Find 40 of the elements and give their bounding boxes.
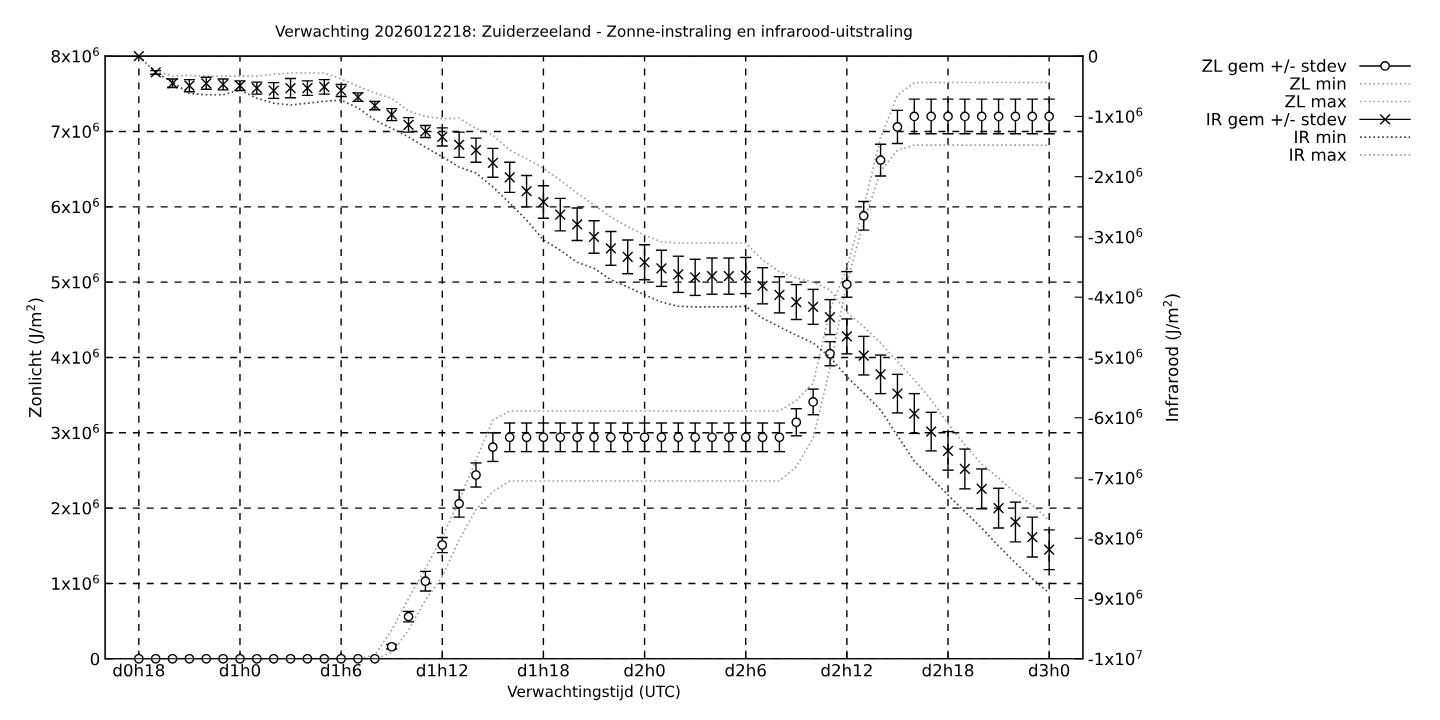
y-tick-label: 1x10$^{6}$ — [52, 574, 99, 590]
y-tick-label: 0 — [90, 652, 100, 666]
legend-label: IR min — [1295, 130, 1346, 143]
y-tick-label: 6x10$^{6}$ — [51, 197, 99, 214]
legend-label: IR max — [1290, 148, 1347, 161]
x-tick-label: d2h18 — [922, 663, 974, 677]
x-tick-label: d1h18 — [517, 663, 569, 677]
y-axis-title: Zonlicht (J/m$^{2}$) — [26, 298, 45, 418]
y-tick-label: 7x10$^{6}$ — [51, 122, 99, 138]
y-tick-label: 3x10$^{6}$ — [51, 423, 99, 440]
y2-axis-title: Infrarood (J/m$^{2}$) — [1163, 294, 1182, 421]
legend-label: ZL max — [1285, 95, 1347, 108]
y2-tick-label: -9x10$^{6}$ — [1088, 589, 1143, 605]
y2-tick-label: 0 — [1088, 50, 1098, 63]
y2-tick-label: -5x10$^{6}$ — [1088, 348, 1143, 364]
y2-tick-label: -1x10$^{6}$ — [1088, 107, 1143, 123]
x-tick-label: d3h0 — [1028, 663, 1070, 677]
x-axis-title: Verwachtingstijd (UTC) — [507, 685, 680, 701]
chart-title: Verwachting 2026012218: Zuiderzeeland - Zonne-instraling en infrarood-uitstraling — [275, 25, 912, 40]
legend-label: ZL gem +/- stdev — [1202, 59, 1347, 76]
y2-tick-label: -4x10$^{6}$ — [1088, 288, 1143, 304]
y-tick-label: 8x10$^{6}$ — [51, 47, 99, 63]
x-tick-label: d2h0 — [624, 663, 665, 677]
y-tick-label: 5x10$^{6}$ — [51, 273, 99, 289]
y2-tick-label: -8x10$^{6}$ — [1088, 529, 1143, 545]
x-tick-label: d1h0 — [219, 663, 261, 677]
y2-tick-label: -7x10$^{6}$ — [1088, 469, 1143, 485]
y2-tick-label: -1x10$^{7}$ — [1088, 650, 1143, 666]
x-tick-label: d1h6 — [320, 663, 362, 677]
x-tick-label: d0h18 — [113, 663, 165, 677]
legend-label: IR gem +/- stdev — [1207, 112, 1347, 129]
x-tick-label: d2h6 — [725, 663, 766, 677]
legend-label: ZL min — [1290, 76, 1346, 90]
y-tick-label: 4x10$^{6}$ — [51, 348, 99, 364]
y2-tick-label: -2x10$^{6}$ — [1088, 167, 1143, 184]
x-tick-label: d1h12 — [416, 663, 468, 677]
y2-tick-label: -3x10$^{6}$ — [1088, 228, 1143, 244]
y-tick-label: 2x10$^{6}$ — [51, 499, 99, 515]
y2-tick-label: -6x10$^{6}$ — [1088, 408, 1143, 425]
x-tick-label: d2h12 — [821, 663, 872, 677]
